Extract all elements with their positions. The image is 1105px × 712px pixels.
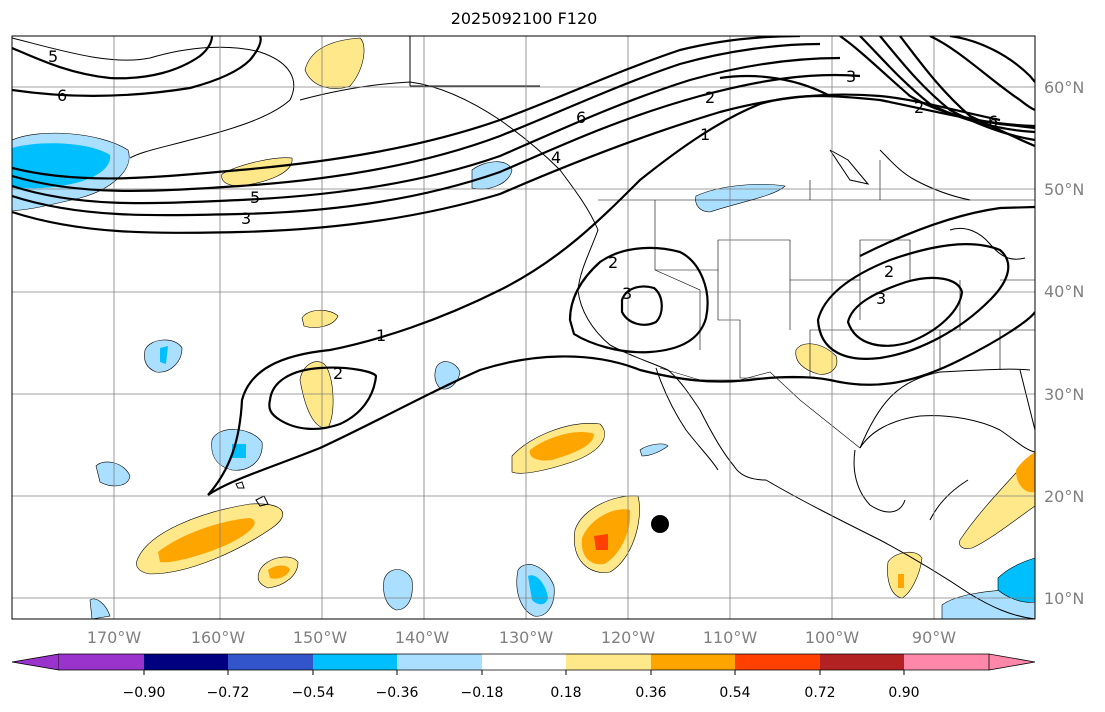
- colorbar-tick-label: 0.18: [550, 685, 581, 701]
- colorbar-bin: [144, 654, 228, 670]
- colorbar-bin: [59, 654, 144, 670]
- longitude-labels: 170°W 160°W 150°W 140°W 130°W 120°W 110°…: [87, 628, 956, 647]
- lat-label: 50°N: [1044, 180, 1084, 199]
- colorbar-tick-label: −0.18: [461, 685, 504, 701]
- colorbar-tick-label: −0.90: [123, 685, 166, 701]
- contour-label: 1: [700, 125, 710, 144]
- contour-label: 2: [705, 88, 715, 107]
- map-panel: [12, 36, 1035, 619]
- colorbar-tick-label: 0.72: [804, 685, 835, 701]
- contour-label: 2: [914, 98, 924, 117]
- storm-position-dot: [651, 515, 669, 533]
- colorbar-bin: [566, 654, 651, 670]
- contour-label: 2: [333, 364, 343, 383]
- colorbar-bin: [651, 654, 735, 670]
- colorbar-bin: [904, 654, 989, 670]
- lon-label: 140°W: [395, 628, 450, 647]
- contour-label: 5: [250, 188, 260, 207]
- contour-labels: 5 6 6 5 3 4 2 1 3 2 6 2 3 1 2 2 3: [48, 47, 998, 383]
- lon-label: 90°W: [912, 628, 956, 647]
- colorbar-tick-label: −0.54: [292, 685, 335, 701]
- lon-label: 120°W: [601, 628, 656, 647]
- map-title: 2025092100 F120: [450, 9, 598, 28]
- shaded-anomaly-field: [12, 37, 1035, 619]
- colorbar-tick-label: 0.54: [719, 685, 750, 701]
- map-frame: [11, 35, 1036, 620]
- contour-label: 6: [576, 108, 586, 127]
- lon-label: 150°W: [293, 628, 348, 647]
- colorbar-bin: [735, 654, 820, 670]
- lat-label: 60°N: [1044, 78, 1084, 97]
- lon-label: 110°W: [703, 628, 758, 647]
- contour-label: 5: [48, 47, 58, 66]
- contour-label: 3: [241, 209, 251, 228]
- political-borders: [598, 160, 1035, 449]
- lat-label: 30°N: [1044, 385, 1084, 404]
- colorbar-bin: [228, 654, 313, 670]
- contour-label: 2: [608, 253, 618, 272]
- contour-label: 4: [551, 148, 561, 167]
- lat-label: 10°N: [1044, 589, 1084, 608]
- contour-label: 3: [846, 67, 856, 86]
- colorbar-tick-label: −0.72: [207, 685, 250, 701]
- colorbar-bin: [313, 654, 397, 670]
- contour-label: 6: [988, 112, 998, 131]
- colorbar-bin: [820, 654, 904, 670]
- lat-label: 40°N: [1044, 282, 1084, 301]
- contour-label: 6: [57, 86, 67, 105]
- colorbar-min-arrow: [11, 653, 60, 671]
- contour-label: 3: [622, 284, 632, 303]
- lon-label: 170°W: [87, 628, 142, 647]
- lon-label: 100°W: [805, 628, 860, 647]
- colorbar-tick-label: 0.36: [635, 685, 666, 701]
- colorbar-tick-label: −0.36: [376, 685, 419, 701]
- lon-label: 130°W: [499, 628, 554, 647]
- colorbar-bin: [482, 654, 566, 670]
- contour-label: 1: [376, 326, 386, 345]
- height-contours: [12, 36, 1035, 496]
- graticule: [12, 36, 1035, 619]
- contour-label: 3: [876, 289, 886, 308]
- colorbar-bin: [397, 654, 482, 670]
- coastlines: [12, 36, 1035, 619]
- contour-label: 2: [884, 262, 894, 281]
- latitude-labels: 60°N 50°N 40°N 30°N 20°N 10°N: [1044, 78, 1084, 608]
- colorbar-max-arrow: [988, 653, 1036, 671]
- lat-label: 20°N: [1044, 487, 1084, 506]
- lon-label: 160°W: [191, 628, 246, 647]
- colorbar-tick-label: 0.90: [888, 685, 919, 701]
- colorbar: −0.90 −0.72 −0.54 −0.36 −0.18 0.18 0.36 …: [11, 653, 1036, 701]
